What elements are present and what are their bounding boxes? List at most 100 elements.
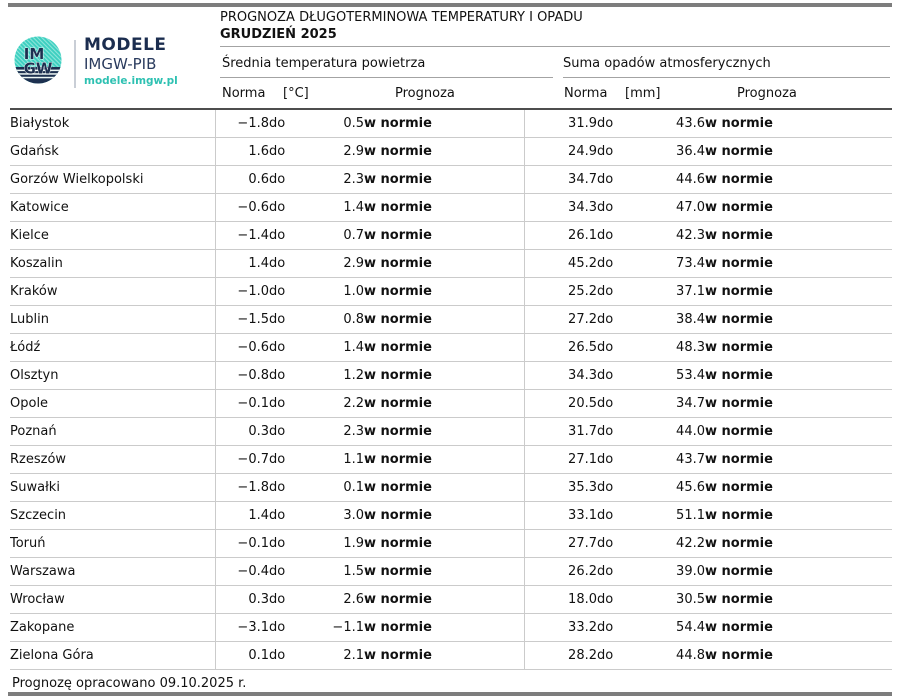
city-name: Toruń <box>10 529 216 558</box>
temp-norm-max: 1.1 <box>331 445 364 474</box>
precip-norm-min: 18.0 <box>524 585 597 614</box>
temp-prognoza: w normie <box>364 529 525 558</box>
precip-norm-min: 31.9 <box>524 109 597 138</box>
temp-norm-min: 0.6 <box>215 165 269 194</box>
city-name: Kraków <box>10 277 216 306</box>
precip-norm-max: 44.6 <box>667 165 705 194</box>
section-temperature-rule <box>220 77 553 78</box>
temp-range-separator: do <box>269 641 331 670</box>
temp-norm-max: 2.1 <box>331 641 364 670</box>
city-name: Poznań <box>10 417 216 446</box>
precip-prognoza: w normie <box>705 333 892 362</box>
precip-prognoza: w normie <box>705 361 892 390</box>
temp-prognoza: w normie <box>364 109 525 138</box>
table-row: Łódź −0.6 do 1.4 w normie 26.5 do 48.3 w… <box>10 333 892 362</box>
precip-range-separator: do <box>597 361 667 390</box>
temp-prognoza: w normie <box>364 613 525 642</box>
precip-norm-min: 26.5 <box>524 333 597 362</box>
precip-range-separator: do <box>597 417 667 446</box>
temp-range-separator: do <box>269 193 331 222</box>
temp-prognoza: w normie <box>364 137 525 166</box>
precip-norm-max: 54.4 <box>667 613 705 642</box>
precip-norm-max: 30.5 <box>667 585 705 614</box>
temp-norm-max: 1.5 <box>331 557 364 586</box>
precip-norm-max: 42.3 <box>667 221 705 250</box>
temp-prognoza: w normie <box>364 249 525 278</box>
temp-norm-min: −0.8 <box>215 361 269 390</box>
temp-prognoza: w normie <box>364 305 525 334</box>
precip-prognoza: w normie <box>705 165 892 194</box>
section-temperature-label: Średnia temperatura powietrza <box>222 56 426 71</box>
table-row: Opole −0.1 do 2.2 w normie 20.5 do 34.7 … <box>10 389 892 418</box>
temp-prognoza: w normie <box>364 501 525 530</box>
svg-text:IM: IM <box>24 45 45 63</box>
precip-norm-min: 26.2 <box>524 557 597 586</box>
precip-prognoza: w normie <box>705 417 892 446</box>
temp-range-separator: do <box>269 473 331 502</box>
temp-norm-min: 0.1 <box>215 641 269 670</box>
city-name: Białystok <box>10 109 216 138</box>
precip-norm-min: 28.2 <box>524 641 597 670</box>
temp-norm-min: −0.1 <box>215 389 269 418</box>
precip-range-separator: do <box>597 557 667 586</box>
city-name: Wrocław <box>10 585 216 614</box>
temp-prognoza: w normie <box>364 445 525 474</box>
precip-norm-max: 42.2 <box>667 529 705 558</box>
precip-norm-min: 35.3 <box>524 473 597 502</box>
section-precipitation-rule <box>563 77 890 78</box>
precip-norm-min: 34.7 <box>524 165 597 194</box>
precip-prognoza: w normie <box>705 305 892 334</box>
svg-text:GW: GW <box>24 60 53 78</box>
precip-norm-max: 36.4 <box>667 137 705 166</box>
temp-prognoza: w normie <box>364 361 525 390</box>
city-name: Zakopane <box>10 613 216 642</box>
temp-norm-min: −1.0 <box>215 277 269 306</box>
precip-range-separator: do <box>597 221 667 250</box>
top-rule <box>8 3 892 7</box>
temp-range-separator: do <box>269 305 331 334</box>
precip-norm-max: 73.4 <box>667 249 705 278</box>
table-body: Białystok −1.8 do 0.5 w normie 31.9 do 4… <box>10 109 892 670</box>
precip-norm-min: 34.3 <box>524 361 597 390</box>
precip-norm-min: 27.7 <box>524 529 597 558</box>
temp-prognoza: w normie <box>364 221 525 250</box>
temp-range-separator: do <box>269 221 331 250</box>
temp-norm-max: 0.1 <box>331 473 364 502</box>
table-row: Szczecin 1.4 do 3.0 w normie 33.1 do 51.… <box>10 501 892 530</box>
forecast-table: Białystok −1.8 do 0.5 w normie 31.9 do 4… <box>10 108 892 670</box>
table-row: Katowice −0.6 do 1.4 w normie 34.3 do 47… <box>10 193 892 222</box>
precip-prognoza: w normie <box>705 613 892 642</box>
temp-range-separator: do <box>269 529 331 558</box>
precip-norm-max: 38.4 <box>667 305 705 334</box>
table-row: Toruń −0.1 do 1.9 w normie 27.7 do 42.2 … <box>10 529 892 558</box>
temp-range-separator: do <box>269 445 331 474</box>
temp-norm-min: −3.1 <box>215 613 269 642</box>
temp-prognoza: w normie <box>364 641 525 670</box>
precip-norm-min: 25.2 <box>524 277 597 306</box>
precip-prognoza: w normie <box>705 193 892 222</box>
temp-norm-min: −0.4 <box>215 557 269 586</box>
table-row: Rzeszów −0.7 do 1.1 w normie 27.1 do 43.… <box>10 445 892 474</box>
precip-range-separator: do <box>597 613 667 642</box>
precip-range-separator: do <box>597 529 667 558</box>
table-row: Kielce −1.4 do 0.7 w normie 26.1 do 42.3… <box>10 221 892 250</box>
precip-prognoza: w normie <box>705 473 892 502</box>
city-name: Zielona Góra <box>10 641 216 670</box>
temp-range-separator: do <box>269 613 331 642</box>
table-row: Warszawa −0.4 do 1.5 w normie 26.2 do 39… <box>10 557 892 586</box>
temp-norm-max: 2.3 <box>331 165 364 194</box>
precip-prognoza: w normie <box>705 277 892 306</box>
city-name: Gorzów Wielkopolski <box>10 165 216 194</box>
precip-prognoza: w normie <box>705 641 892 670</box>
temp-range-separator: do <box>269 361 331 390</box>
table-row: Zielona Góra 0.1 do 2.1 w normie 28.2 do… <box>10 641 892 670</box>
temp-norm-max: 0.7 <box>331 221 364 250</box>
precip-norm-max: 47.0 <box>667 193 705 222</box>
precip-prognoza: w normie <box>705 221 892 250</box>
temp-norm-min: 0.3 <box>215 417 269 446</box>
precip-norm-max: 44.0 <box>667 417 705 446</box>
precip-norm-min: 20.5 <box>524 389 597 418</box>
table-row: Gdańsk 1.6 do 2.9 w normie 24.9 do 36.4 … <box>10 137 892 166</box>
precip-norm-min: 33.1 <box>524 501 597 530</box>
